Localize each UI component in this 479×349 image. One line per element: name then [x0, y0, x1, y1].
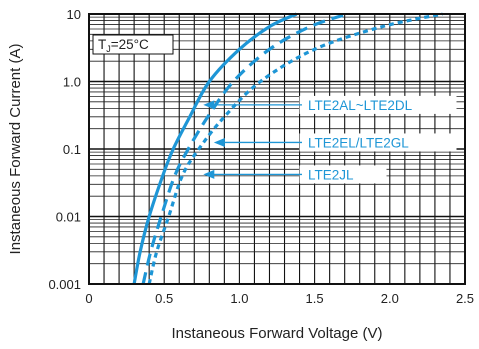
tj-value: =25°C [111, 37, 149, 52]
x-tick-label: 0 [85, 291, 92, 306]
y-tick-label: 0.1 [63, 142, 81, 157]
y-tick-label: 1.0 [63, 75, 81, 90]
x-tick-label: 2.5 [456, 291, 474, 306]
annotation-arrowhead [214, 138, 225, 147]
annotations: LTE2AL~LTE2DL LTE2EL/LTE2GL LTE2JL [203, 96, 456, 183]
x-tick-label: 1.0 [230, 291, 248, 306]
y-tick-label: 10 [67, 7, 81, 22]
x-tick-label: 0.5 [155, 291, 173, 306]
annotation-label: LTE2EL/LTE2GL [308, 135, 409, 150]
temperature-condition-label: TJ=25°C [98, 37, 149, 54]
x-tick-label: 2.0 [381, 291, 399, 306]
annotation-label: LTE2AL~LTE2DL [308, 98, 413, 113]
annotation-lte2jl: LTE2JL [203, 166, 386, 183]
y-tick-label: 0.01 [56, 210, 81, 225]
tj-symbol: T [98, 37, 106, 52]
temperature-condition-box: TJ=25°C [93, 35, 173, 54]
x-tick-label: 1.5 [306, 291, 324, 306]
annotation-label: LTE2JL [308, 167, 354, 182]
y-axis-title: Instaneous Forward Current (A) [7, 44, 24, 255]
y-tick-label: 0.001 [48, 277, 81, 292]
x-axis-title: Instaneous Forward Voltage (V) [172, 325, 383, 342]
